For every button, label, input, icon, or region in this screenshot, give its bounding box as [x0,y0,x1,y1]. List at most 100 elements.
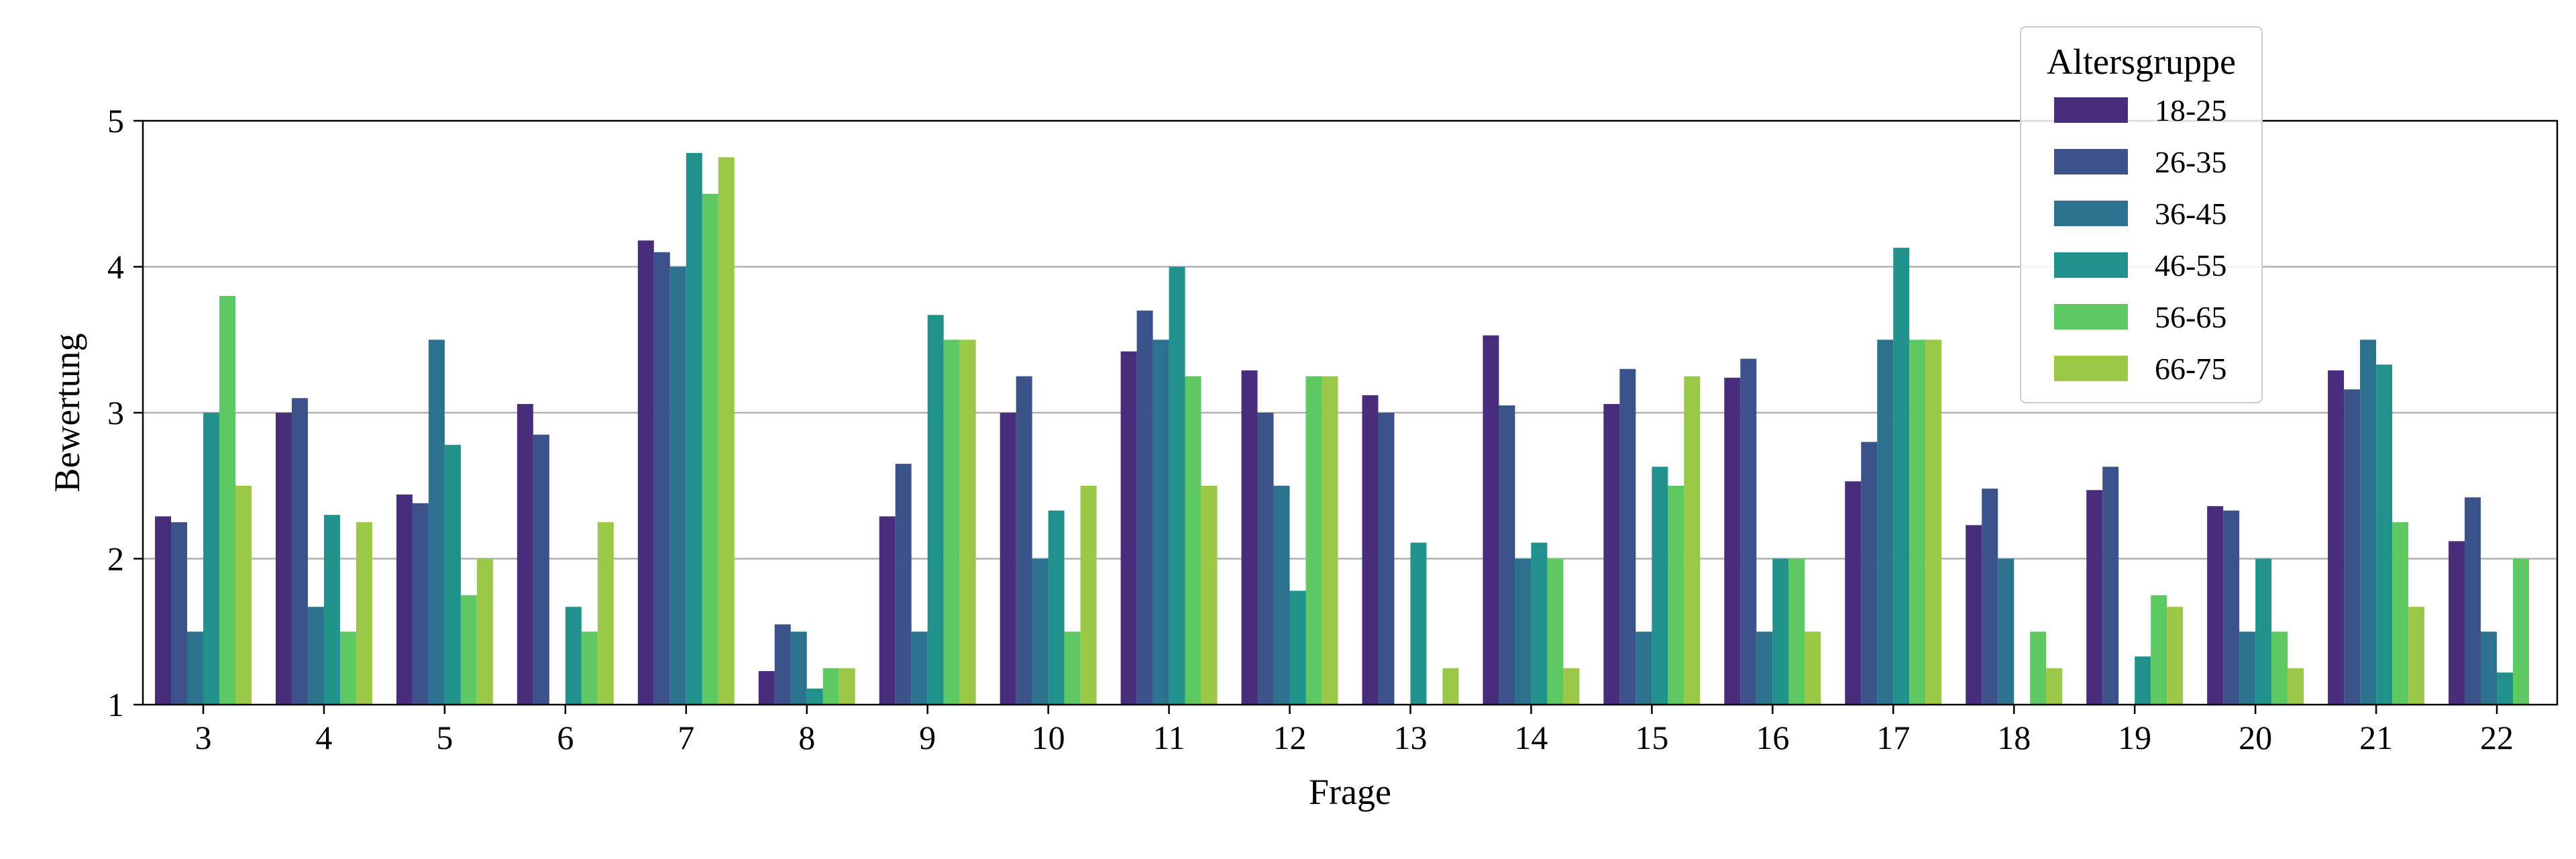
bar [396,494,413,705]
bar [1515,558,1532,705]
bar [758,670,775,705]
bar [822,668,839,705]
bar [1080,485,1097,705]
bar [476,558,493,705]
x-tick-label: 8 [798,719,815,756]
bar [1861,442,1878,705]
bar [1652,466,1668,705]
legend-label: 36-45 [2155,197,2226,231]
x-tick-label: 3 [195,719,211,756]
bar [412,503,429,705]
bar [2271,631,2288,705]
series-56-65 [219,193,2530,705]
bar [1925,340,1942,705]
bar [911,631,928,705]
bar [2497,672,2514,705]
bar [1185,376,1201,705]
legend-label: 56-65 [2155,300,2226,334]
bar [219,296,235,705]
bar [653,252,670,705]
bar [356,522,372,705]
bar [2030,631,2047,705]
bar [235,485,252,705]
bar [1619,368,1636,705]
bar [581,631,598,705]
bar [790,631,807,705]
series-26-35 [170,252,2481,705]
bar [1998,558,2015,705]
bar [1982,489,1998,705]
x-tick-label: 6 [557,719,574,756]
bar [1499,405,1515,705]
x-tick-label: 16 [1756,719,1789,756]
bar [2255,558,2272,705]
x-tick-label: 14 [1514,719,1548,756]
bar [1547,558,1564,705]
bar [774,624,791,705]
bar [1016,376,1032,705]
series-46-55 [203,152,2514,705]
bar [2288,668,2304,705]
x-tick-label: 15 [1635,719,1668,756]
x-tick-label: 18 [1997,719,2031,756]
bar [2135,656,2151,705]
bar [1120,351,1137,705]
x-tick-label: 22 [2480,719,2514,756]
bar [1563,668,1580,705]
bar [927,315,944,705]
bar [1000,413,1016,705]
bar [1893,248,1910,705]
bar [428,340,445,705]
bar [186,631,203,705]
bar [2465,497,2481,705]
bar [1152,340,1169,705]
bar [1684,376,1701,705]
bar [1909,340,1926,705]
y-tick-label: 3 [107,394,124,432]
x-tick-label: 5 [436,719,453,756]
bar [444,444,461,705]
bar [2513,558,2530,705]
legend-swatch [2054,304,2128,330]
bar [1531,542,1548,705]
bar [2151,595,2167,705]
bar [1668,485,1684,705]
bar [839,668,855,705]
bar [895,464,912,705]
bar [2360,340,2377,705]
x-tick-label: 19 [2118,719,2151,756]
bar [1877,340,1894,705]
bar [1442,668,1459,705]
bar [2376,364,2393,705]
y-tick-label: 5 [107,102,124,140]
x-tick-label: 9 [919,719,936,756]
bar [1032,558,1049,705]
y-tick-label: 2 [107,540,124,578]
bar [2408,607,2425,705]
bar [291,398,308,705]
bar [1064,631,1081,705]
bars [154,152,2530,705]
bar [1805,631,1821,705]
bar [2046,668,2063,705]
x-tick-label: 13 [1393,719,1427,756]
bar [2207,506,2224,705]
x-tick-label: 21 [2359,719,2393,756]
bar [1845,481,1862,705]
legend-swatch [2054,149,2128,174]
bar [2344,389,2361,705]
bar [806,689,823,705]
bar [533,434,549,705]
legend-label: 26-35 [2155,145,2226,179]
legend-label: 18-25 [2155,93,2226,128]
bar [517,403,533,705]
x-tick-label: 11 [1152,719,1185,756]
bar [1136,310,1153,705]
x-tick-label: 12 [1273,719,1307,756]
bar [1322,376,1338,705]
bar [1362,395,1379,705]
bar [2239,631,2256,705]
bar [339,631,356,705]
bar [879,516,896,705]
